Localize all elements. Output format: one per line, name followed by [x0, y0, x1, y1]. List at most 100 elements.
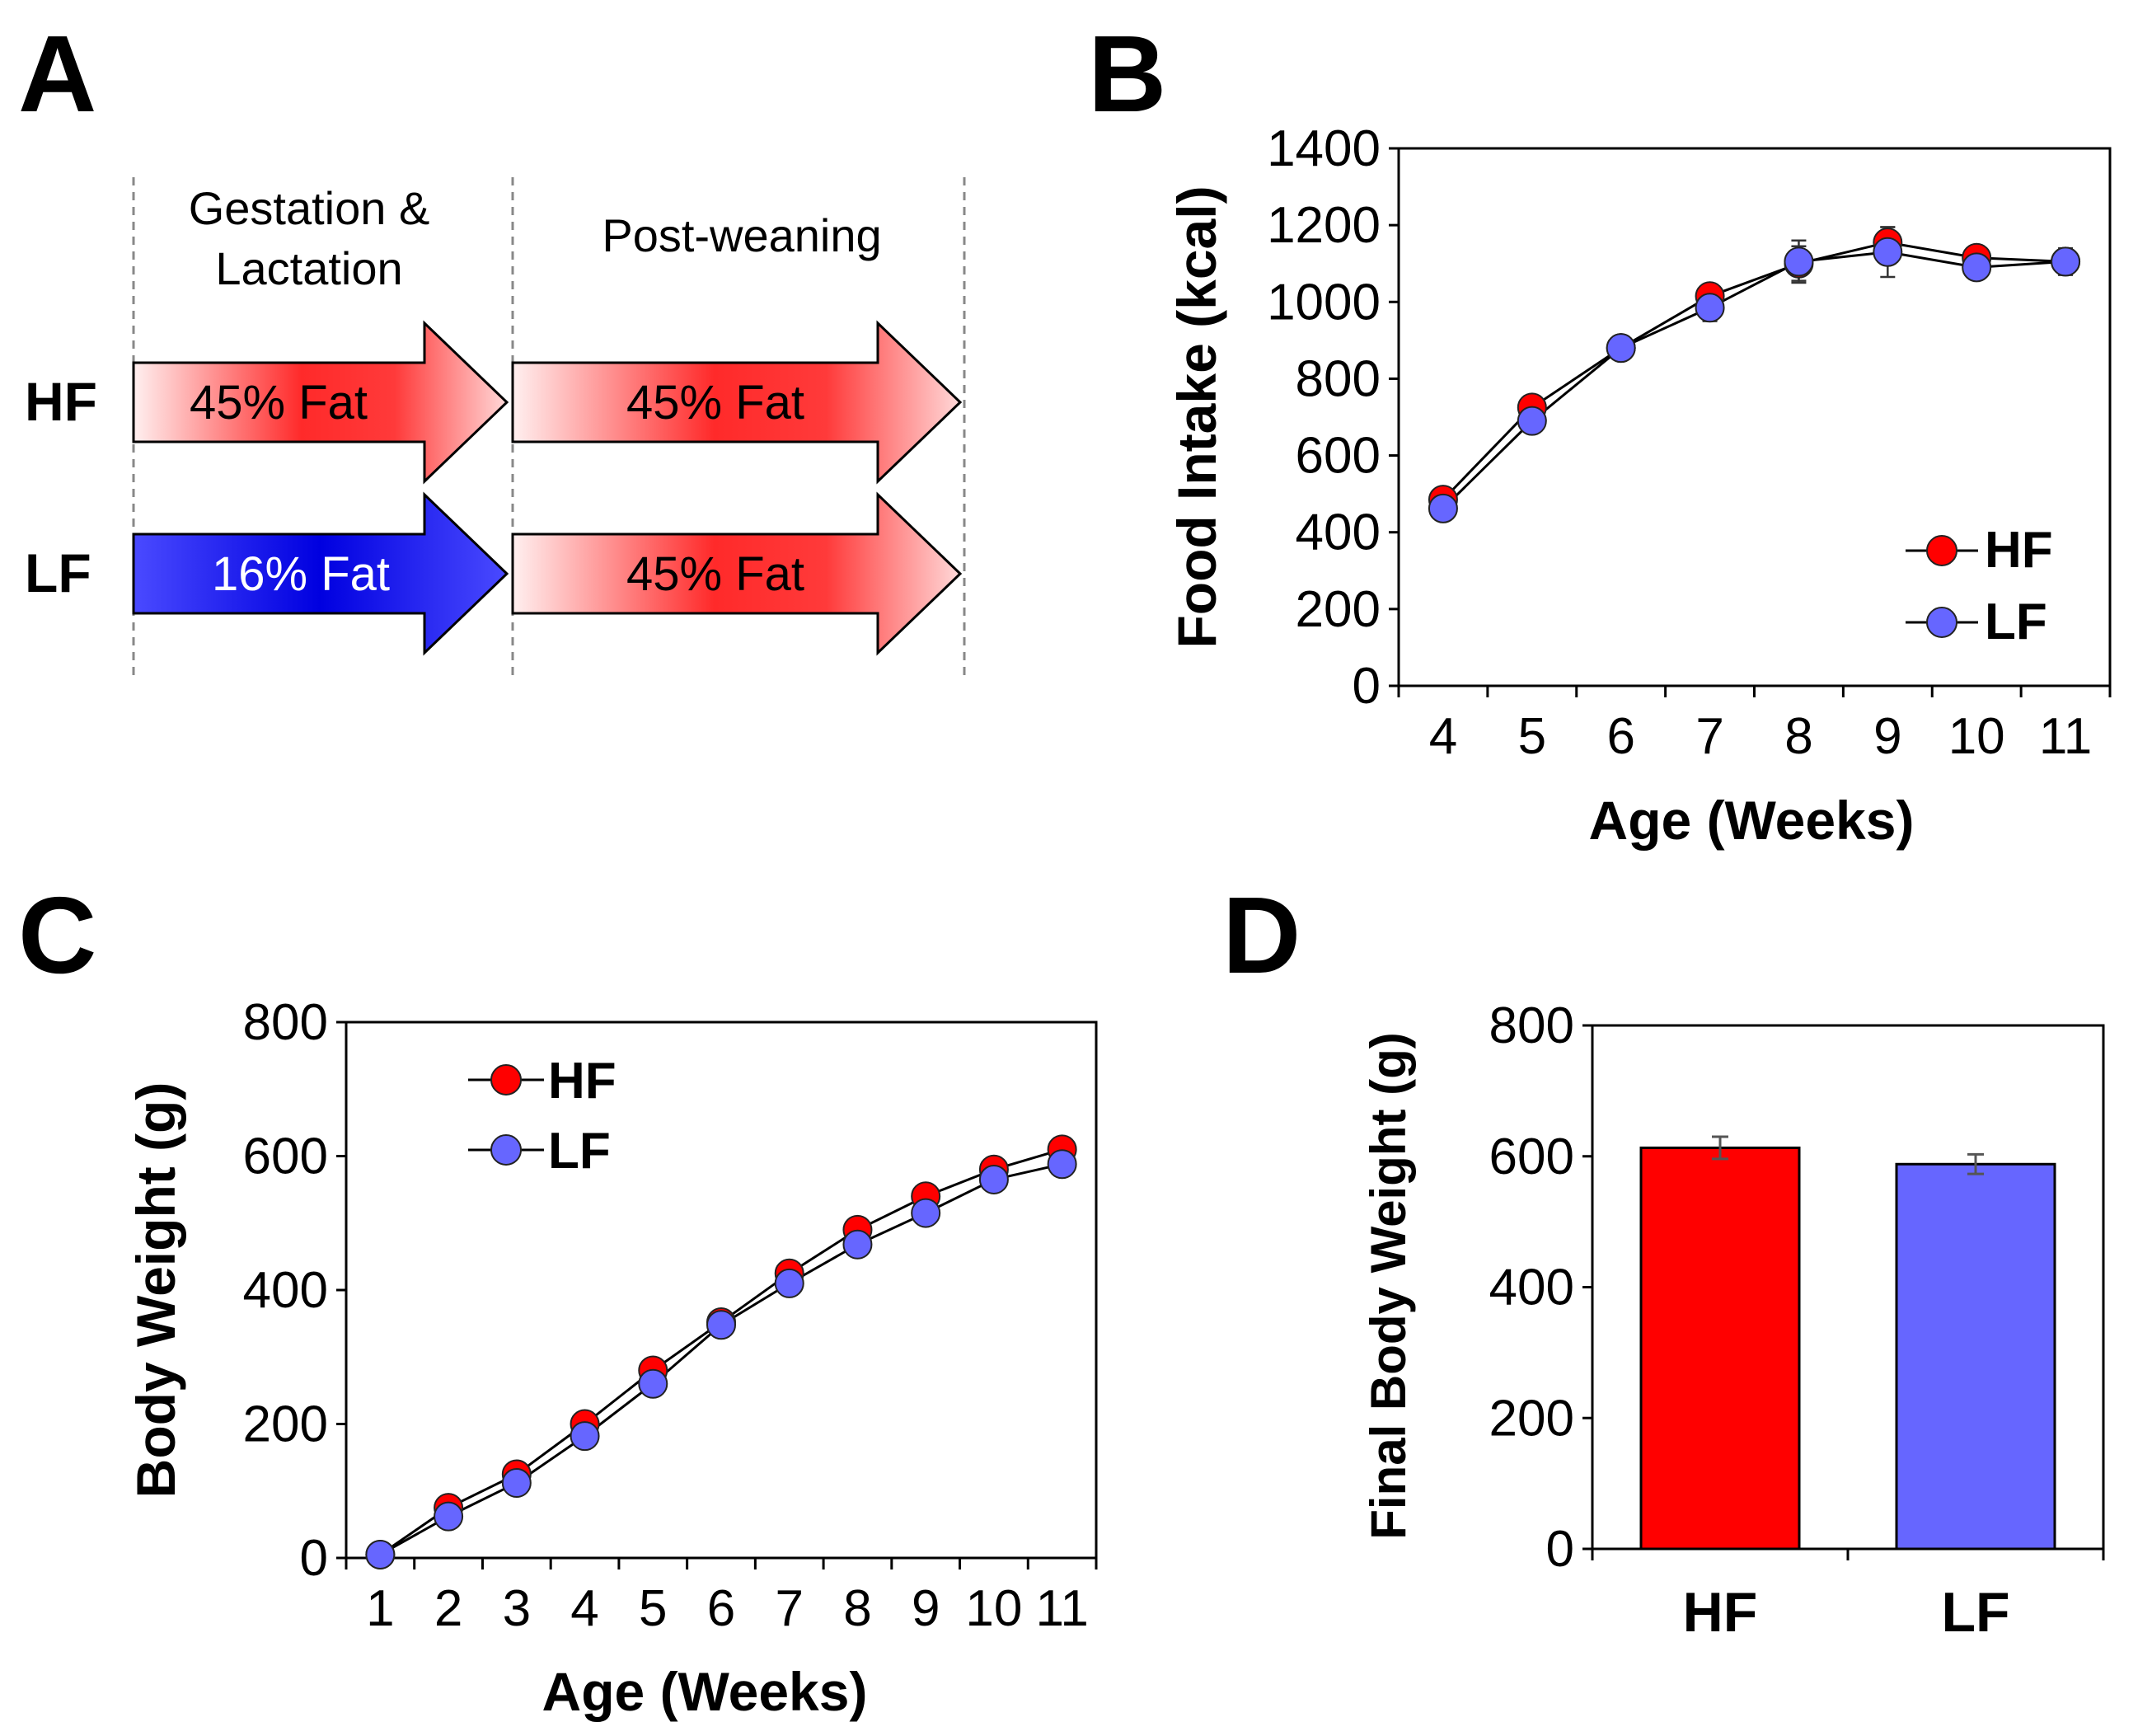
bar-lf [1895, 1162, 2056, 1551]
y-tick-label: 600 [1296, 428, 1381, 485]
data-point-lf [570, 1421, 600, 1452]
data-point-lf [1873, 237, 1903, 267]
bar-hf [1639, 1146, 1801, 1551]
y-tick-label: 200 [1489, 1390, 1574, 1447]
lf-gestation-diet: 16% Fat [212, 547, 390, 601]
x-tick-label: 8 [843, 1580, 871, 1637]
data-point-lf [638, 1368, 668, 1399]
x-tick-label: 7 [1695, 708, 1723, 765]
data-point-lf [774, 1268, 804, 1298]
x-tick-label: 6 [1606, 708, 1634, 765]
y-axis-title-d: Final Body Weight (g) [1361, 1032, 1416, 1540]
series-line-hf [379, 1147, 1063, 1556]
panel-a: A Gestation & Lactation Post-weaning HF … [18, 13, 966, 680]
group-label-hf: HF [25, 371, 97, 432]
data-point-lf [978, 1164, 1009, 1194]
plot-frame-c [345, 1020, 1098, 1560]
x-tick-label: 1 [366, 1580, 394, 1637]
y-tick-label: 400 [1489, 1260, 1574, 1316]
series-line-lf [379, 1162, 1062, 1556]
phase-post-weaning: Post-weaning [602, 209, 881, 261]
y-tick-label: 400 [243, 1262, 328, 1319]
lf-gestation-arrow [132, 491, 509, 656]
data-point-lf [911, 1198, 941, 1228]
panel-c-body-weight-chart: C 0 200 400 600 800 1 2 3 4 5 6 7 8 9 10 11 Body Weigh… [18, 875, 1098, 1722]
y-tick-label: 600 [1489, 1128, 1574, 1185]
legend-label-lf-b: LF [1985, 594, 2047, 650]
x-tick-label: 9 [1873, 708, 1901, 765]
y-tick-label: 800 [1489, 997, 1574, 1054]
x-tick-label: 3 [503, 1580, 531, 1637]
legend-b: HF LF [1906, 522, 2053, 650]
hf-gestation-arrow [132, 320, 509, 485]
y-axis-title-c: Body Weight (g) [125, 1082, 186, 1499]
lf-postweaning-diet: 45% Fat [626, 547, 804, 601]
x-category-label-hf: HF [1683, 1581, 1758, 1644]
legend-marker-lf-c [490, 1134, 522, 1166]
group-label-lf: LF [25, 542, 91, 603]
legend-label-hf-c: HF [548, 1053, 617, 1110]
data-point-lf [1784, 246, 1814, 277]
data-point-lf [1606, 333, 1636, 364]
lf-postweaning-arrow [511, 491, 963, 656]
x-axis-title-c: Age (Weeks) [542, 1661, 868, 1722]
y-tick-label: 800 [243, 994, 328, 1051]
x-tick-label: 6 [707, 1580, 735, 1637]
data-point-lf [2051, 246, 2081, 277]
panel-label-b: B [1088, 13, 1166, 134]
x-tick-label: 2 [434, 1580, 462, 1637]
x-tick-label: 11 [2039, 708, 2092, 765]
hf-postweaning-arrow [511, 320, 963, 485]
error-bar-hf [1712, 1135, 1728, 1161]
x-tick-label: 8 [1784, 708, 1812, 765]
y-tick-label: 0 [1546, 1521, 1574, 1578]
panel-d-final-weight-chart: D 0 200 400 600 800 HF LF Final Body Weight (… [1222, 875, 2105, 1644]
panel-label-a: A [18, 13, 96, 134]
y-tick-label: 1400 [1267, 120, 1381, 177]
data-point-lf [1047, 1149, 1077, 1180]
phase-gestation-line2: Lactation [215, 242, 402, 294]
data-point-lf [706, 1310, 736, 1340]
y-tick-label: 200 [1296, 581, 1381, 638]
y-axis-title-b: Food Intake (kcal) [1166, 185, 1227, 648]
error-bar-lf [1967, 1152, 1984, 1175]
y-tick-label: 1000 [1267, 274, 1381, 331]
y-tick-label: 400 [1296, 504, 1381, 561]
x-tick-label: 7 [775, 1580, 803, 1637]
y-tick-label: 0 [300, 1530, 328, 1587]
phase-gestation-line1: Gestation & [189, 182, 430, 234]
panel-label-c: C [18, 875, 96, 996]
data-point-lf [1695, 293, 1725, 323]
legend-label-hf-b: HF [1985, 522, 2053, 579]
x-tick-label: 9 [912, 1580, 940, 1637]
legend-label-lf-c: LF [548, 1123, 611, 1180]
series-line-lf [1442, 251, 2066, 509]
x-axis-title-b: Age (Weeks) [1589, 790, 1915, 851]
hf-postweaning-diet: 45% Fat [626, 376, 804, 429]
x-tick-label: 5 [639, 1580, 667, 1637]
data-point-lf [365, 1539, 396, 1569]
x-category-label-lf: LF [1941, 1581, 2009, 1644]
x-tick-label: 5 [1518, 708, 1546, 765]
legend-marker-hf-c [490, 1064, 522, 1096]
data-point-lf [1428, 493, 1458, 523]
x-tick-label: 10 [1948, 708, 2005, 765]
y-tick-label: 1200 [1267, 197, 1381, 254]
x-tick-label: 10 [965, 1580, 1022, 1637]
data-point-lf [1517, 406, 1547, 436]
y-tick-label: 0 [1353, 658, 1381, 715]
series-line-hf [1442, 241, 2066, 501]
y-tick-label: 800 [1296, 350, 1381, 407]
x-tick-label: 11 [1035, 1580, 1088, 1637]
x-tick-label: 4 [1429, 708, 1457, 765]
data-point-lf [501, 1468, 532, 1498]
legend-marker-hf-b [1926, 535, 1957, 566]
x-tick-label: 4 [570, 1580, 598, 1637]
y-tick-label: 200 [243, 1396, 328, 1453]
panel-b-food-intake-chart: B 0 200 400 600 800 1000 1200 1400 4 5 6 7 8 9 10 11 F… [1088, 13, 2112, 851]
hf-gestation-diet: 45% Fat [190, 376, 368, 429]
data-point-lf [434, 1501, 464, 1532]
y-tick-label: 600 [243, 1128, 328, 1185]
data-point-lf [842, 1229, 873, 1260]
legend-marker-lf-b [1926, 607, 1957, 638]
